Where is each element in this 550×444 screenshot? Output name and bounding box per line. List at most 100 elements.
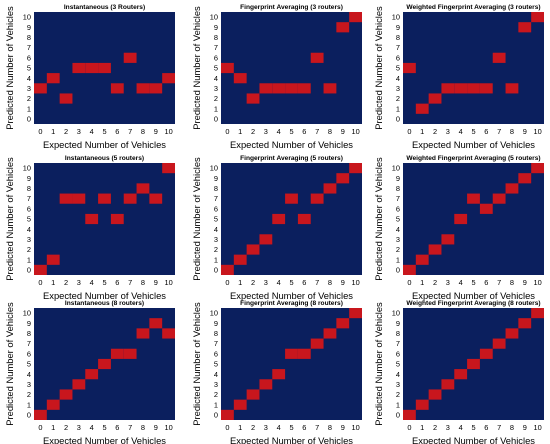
chart-title: Fingerprint Averaging (8 routers) [240, 300, 343, 307]
heatmap-cell [34, 264, 47, 275]
y-tick-label: 6 [214, 349, 218, 358]
x-tick-label: 4 [90, 278, 94, 287]
heatmap-cell [349, 308, 362, 319]
x-tick-label: 2 [433, 278, 437, 287]
y-tick-label: 5 [27, 360, 31, 369]
x-tick-label: 3 [77, 423, 81, 432]
x-tick-label: 8 [328, 127, 332, 136]
y-tick-label: 2 [396, 390, 400, 399]
heatmap-cell [323, 183, 337, 194]
y-tick-label: 2 [214, 245, 218, 254]
y-tick-label: 3 [396, 235, 400, 244]
heatmap-cell [310, 193, 324, 204]
chart-title: Weighted Fingerprint Averaging (8 router… [406, 300, 540, 307]
heatmap-cell [297, 348, 311, 359]
heatmap-cell [349, 12, 362, 23]
heatmap-cell [336, 22, 350, 33]
y-tick-label: 5 [396, 64, 400, 73]
x-tick-label: 2 [433, 127, 437, 136]
heatmap-cell [233, 254, 247, 265]
heatmap-panel-6: Weighted Fingerprint Averaging (5 router… [373, 155, 544, 301]
x-tick-label: 8 [141, 423, 145, 432]
x-tick-label: 9 [523, 278, 527, 287]
y-tick-label: 8 [27, 184, 31, 193]
heatmap-cell [259, 83, 273, 94]
y-tick-label: 9 [214, 319, 218, 328]
y-tick-label: 2 [214, 390, 218, 399]
x-tick-label: 0 [38, 127, 42, 136]
x-tick-label: 3 [77, 127, 81, 136]
heatmap-cell [149, 193, 163, 204]
heatmap-panel-1: Instantaneous (3 Routers)0 1 2 3 4 5 6 7 8 9 10012… [4, 4, 175, 150]
heatmap-cell [46, 73, 60, 84]
x-tick-label: 10 [164, 127, 172, 136]
x-tick-label: 8 [510, 127, 514, 136]
heatmap-cell [467, 358, 480, 370]
heatmap-panel-7: Instantaneous (8 routers)0 1 2 3 4 5 6 7 8 9 10012… [4, 300, 175, 444]
heatmap-cell [454, 83, 468, 94]
x-axis-label: Expected Number of Vehicles [412, 290, 535, 301]
x-tick-label: 3 [446, 127, 450, 136]
heatmap-cell [428, 244, 442, 255]
x-tick-label: 7 [128, 278, 132, 287]
heatmap-cell [123, 193, 137, 204]
x-tick-label: 5 [102, 278, 106, 287]
y-tick-label: 7 [214, 339, 218, 348]
y-tick-label: 10 [210, 309, 218, 318]
x-tick-label: 5 [471, 278, 475, 287]
x-tick-label: 7 [497, 127, 501, 136]
x-tick-label: 0 [38, 423, 42, 432]
heatmap-cell [454, 213, 468, 225]
x-tick-label: 4 [90, 127, 94, 136]
y-tick-label: 4 [27, 225, 31, 234]
y-tick-label: 0 [214, 411, 218, 420]
y-axis-label: Predicted Number of Vehicles [191, 6, 202, 130]
y-axis-label: Predicted Number of Vehicles [4, 302, 15, 426]
heatmap-cell [221, 409, 234, 420]
y-tick-label: 6 [396, 349, 400, 358]
heatmap-cell [531, 308, 544, 319]
y-tick-label: 7 [396, 339, 400, 348]
x-tick-label: 2 [64, 423, 68, 432]
y-tick-label: 10 [392, 164, 400, 173]
x-tick-label: 7 [315, 278, 319, 287]
x-tick-label: 9 [154, 127, 158, 136]
heatmap-cell [162, 328, 175, 339]
x-tick-label: 1 [420, 278, 424, 287]
y-tick-label: 5 [214, 360, 218, 369]
heatmap-cell [297, 213, 311, 225]
x-tick-label: 6 [484, 278, 488, 287]
chart-title: Instantaneous (3 Routers) [64, 4, 145, 11]
heatmap-cell [72, 193, 86, 204]
heatmap-cell [479, 83, 493, 94]
x-tick-label: 7 [497, 423, 501, 432]
heatmap-cell [505, 83, 519, 94]
y-tick-label: 6 [214, 53, 218, 62]
heatmap-cell [98, 358, 111, 370]
heatmap-cell [428, 389, 442, 400]
y-tick-label: 8 [396, 329, 400, 338]
x-tick-label: 9 [341, 423, 345, 432]
heatmap-cell [403, 264, 416, 275]
x-tick-label: 1 [51, 278, 55, 287]
y-tick-label: 3 [214, 84, 218, 93]
y-tick-label: 3 [214, 235, 218, 244]
y-tick-label: 3 [396, 380, 400, 389]
y-tick-label: 0 [214, 115, 218, 124]
heatmap-cell [285, 348, 298, 359]
x-tick-label: 6 [484, 127, 488, 136]
x-tick-label: 7 [315, 423, 319, 432]
x-tick-label: 3 [264, 278, 268, 287]
y-tick-label: 6 [214, 204, 218, 213]
heatmap-cell [221, 264, 234, 275]
heatmap-cell [479, 348, 493, 359]
x-tick-label: 7 [497, 278, 501, 287]
x-tick-label: 0 [225, 423, 229, 432]
y-tick-label: 8 [214, 184, 218, 193]
x-tick-label: 9 [154, 423, 158, 432]
heatmap-cell [149, 318, 163, 329]
x-tick-label: 2 [251, 278, 255, 287]
heatmap-cell [110, 213, 124, 225]
heatmap-cell [454, 369, 468, 380]
x-tick-label: 7 [315, 127, 319, 136]
